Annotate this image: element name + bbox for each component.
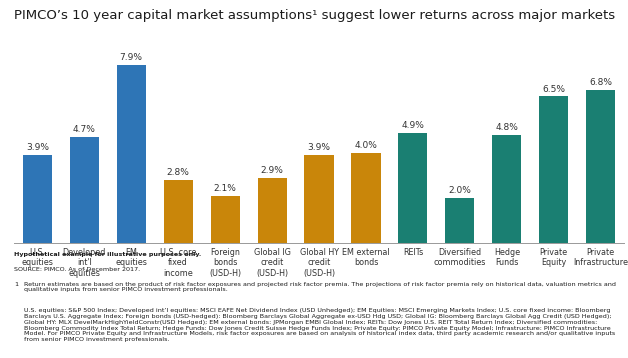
Bar	[164, 180, 193, 243]
Text: 3.9%: 3.9%	[26, 143, 49, 152]
Text: 4.9%: 4.9%	[401, 121, 425, 130]
Bar	[398, 133, 428, 243]
Text: 2.1%: 2.1%	[214, 184, 237, 193]
Text: PIMCO’s 10 year capital market assumptions¹ suggest lower returns across major m: PIMCO’s 10 year capital market assumptio…	[14, 9, 615, 22]
Text: 6.8%: 6.8%	[589, 78, 612, 87]
Bar	[70, 137, 99, 243]
Text: 7.9%: 7.9%	[120, 53, 143, 62]
Bar	[23, 155, 52, 243]
Text: 2.8%: 2.8%	[166, 168, 190, 177]
Bar	[492, 135, 521, 243]
Text: 4.7%: 4.7%	[73, 125, 95, 134]
Bar	[210, 196, 240, 243]
Text: U.S. equities: S&P 500 Index; Developed int’l equities: MSCI EAFE Net Dividend I: U.S. equities: S&P 500 Index; Developed …	[24, 308, 615, 342]
Text: Return estimates are based on the product of risk factor exposures and projected: Return estimates are based on the produc…	[24, 282, 616, 292]
Text: 2.9%: 2.9%	[261, 166, 283, 175]
Text: 6.5%: 6.5%	[543, 84, 565, 93]
Text: 2.0%: 2.0%	[448, 186, 472, 195]
Bar	[352, 153, 381, 243]
Text: 4.8%: 4.8%	[495, 123, 518, 132]
Bar	[445, 198, 474, 243]
Bar	[117, 65, 146, 243]
Bar	[539, 96, 568, 243]
Text: 3.9%: 3.9%	[308, 143, 330, 152]
Text: Hypothetical example for illustrative purposes only.: Hypothetical example for illustrative pu…	[14, 252, 201, 257]
Text: 4.0%: 4.0%	[355, 141, 377, 150]
Bar	[257, 178, 286, 243]
Bar	[586, 90, 615, 243]
Bar	[305, 155, 333, 243]
Text: SOURCE: PIMCO. As of December 2017.: SOURCE: PIMCO. As of December 2017.	[14, 267, 140, 272]
Text: 1: 1	[14, 282, 18, 287]
